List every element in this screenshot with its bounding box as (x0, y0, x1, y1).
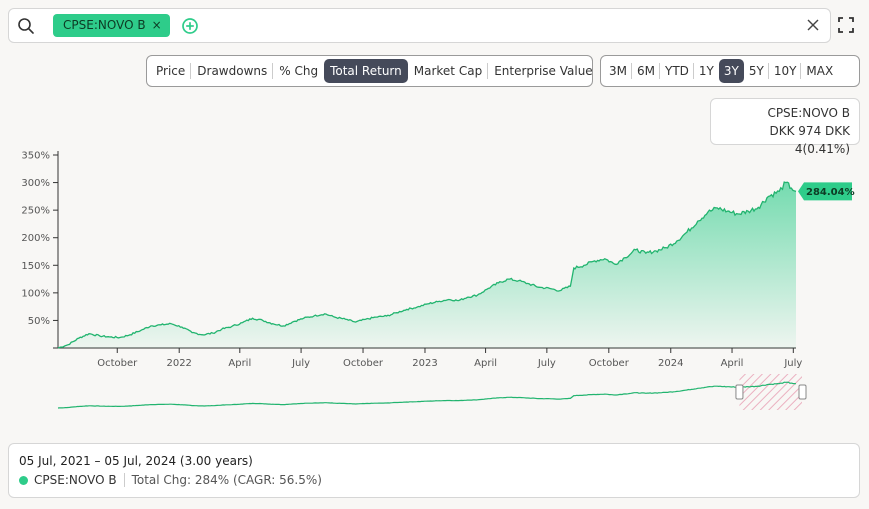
y-tick-label: 350% (21, 151, 50, 162)
navigator-right-handle[interactable] (798, 384, 807, 400)
x-tick-label: July (291, 358, 310, 369)
x-tick-label: 2022 (166, 358, 191, 369)
navigator-selection[interactable] (739, 374, 802, 410)
summary-date-range: 05 Jul, 2021 – 05 Jul, 2024 (3.00 years) (19, 454, 253, 468)
x-tick-label: July (783, 358, 802, 369)
last-value-badge-shape (798, 182, 852, 201)
range-ytd[interactable]: YTD (660, 59, 694, 83)
fullscreen-icon[interactable] (838, 17, 854, 33)
last-value-label: 284.04% (806, 187, 855, 198)
x-tick-label: July (537, 358, 556, 369)
series-area-fill (58, 182, 796, 348)
y-tick-label: 300% (21, 178, 50, 189)
metric-selector: Price Drawdowns % Chg Total Return Marke… (146, 55, 593, 87)
summary-panel: 05 Jul, 2021 – 05 Jul, 2024 (3.00 years)… (8, 443, 860, 498)
y-tick-label: 50% (28, 316, 50, 327)
x-tick-label: April (721, 358, 744, 369)
x-tick-label: April (474, 358, 497, 369)
y-tick-label: 150% (21, 261, 50, 272)
x-tick-label: 2023 (412, 358, 437, 369)
y-tick-label: 250% (21, 206, 50, 217)
add-ticker-icon[interactable] (181, 17, 199, 35)
legend-dot (19, 475, 28, 485)
x-tick-label: October (343, 358, 384, 369)
x-tick-label: October (97, 358, 138, 369)
summary-total-change: Total Chg: 284% (CAGR: 56.5%) (131, 473, 322, 487)
last-value-badge: 284.04% (798, 182, 855, 201)
tab-drawdowns[interactable]: Drawdowns (191, 59, 274, 83)
range-1y[interactable]: 1Y (698, 64, 714, 78)
x-axis: October 2022 April July October 2023 April July… (58, 347, 802, 369)
series-line (57, 181, 797, 349)
range-selector: 3M 6M YTD 1Y 3Y 5Y 10Y MAX (600, 55, 860, 87)
navigator-left-handle[interactable] (735, 384, 744, 400)
x-tick-label: April (228, 358, 251, 369)
total-return-chart[interactable]: 50% 100% 150% 200% 250% 300% 350% October 2022 A… (0, 140, 869, 372)
range-5y[interactable]: 5Y (744, 59, 769, 83)
tab-enterprise-value[interactable]: Enterprise Value (494, 64, 593, 78)
tooltip-quote: DKK 974 DKK 4(0.41%) (769, 124, 851, 156)
range-max[interactable]: MAX (806, 64, 834, 78)
y-axis: 50% 100% 150% 200% 250% 300% 350% (21, 151, 59, 349)
price-tooltip: CPSE:NOVO B DKK 974 DKK 4(0.41%) (710, 98, 860, 156)
chip-close-icon[interactable]: × (151, 18, 162, 32)
ticker-chip[interactable]: CPSE:NOVO B × (53, 14, 170, 37)
tooltip-ticker: CPSE:NOVO B (767, 106, 850, 120)
clear-search-icon[interactable] (806, 18, 820, 32)
summary-divider (123, 473, 125, 487)
y-tick-label: 100% (21, 288, 50, 299)
summary-series-row: CPSE:NOVO B Total Chg: 284% (CAGR: 56.5%… (19, 473, 322, 487)
range-6m[interactable]: 6M (632, 59, 660, 83)
tab-pct-chg[interactable]: % Chg (279, 64, 319, 78)
y-tick-label: 200% (21, 233, 50, 244)
search-icon (18, 18, 34, 34)
tab-market-cap[interactable]: Market Cap (408, 59, 489, 83)
search-bar[interactable]: CPSE:NOVO B × (8, 8, 831, 43)
tab-total-return[interactable]: Total Return (324, 59, 408, 83)
x-tick-label: 2024 (658, 358, 683, 369)
range-3m[interactable]: 3M (604, 59, 632, 83)
range-navigator[interactable] (0, 372, 869, 414)
range-3y[interactable]: 3Y (718, 59, 744, 83)
x-tick-label: October (589, 358, 630, 369)
navigator-line (57, 381, 797, 409)
summary-ticker: CPSE:NOVO B (34, 473, 117, 487)
tab-price[interactable]: Price (150, 59, 192, 83)
range-10y[interactable]: 10Y (769, 59, 802, 83)
ticker-chip-label: CPSE:NOVO B (63, 18, 146, 32)
